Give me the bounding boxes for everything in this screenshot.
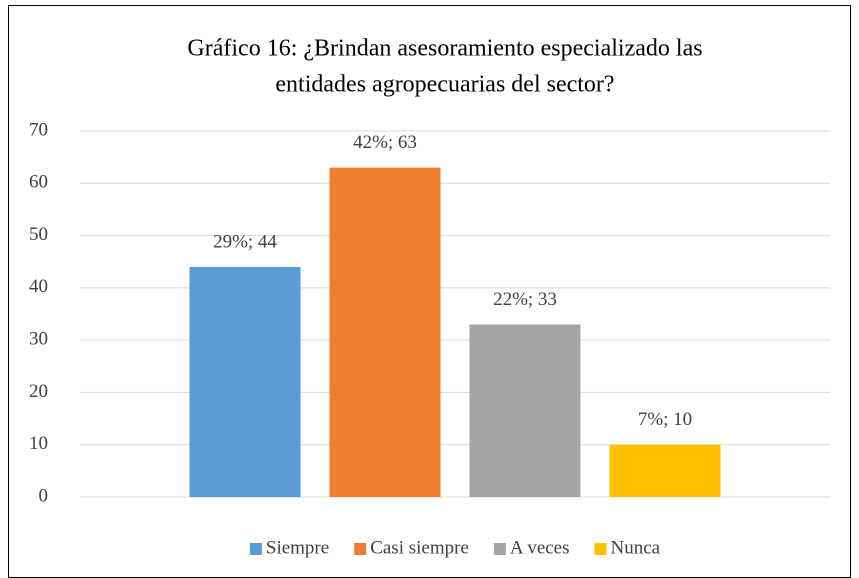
y-tick-label: 0 — [39, 485, 49, 506]
bar — [189, 266, 301, 497]
legend-swatch — [354, 543, 367, 555]
chart-title: Gráfico 16: ¿Brindan asesoramiento espec… — [187, 36, 702, 62]
y-tick-label: 30 — [29, 329, 48, 350]
legend-swatch — [249, 543, 262, 555]
legend-label: Casi siempre — [370, 537, 469, 558]
y-tick-label: 50 — [29, 224, 48, 245]
bar — [609, 444, 721, 497]
y-tick-label: 10 — [29, 433, 48, 454]
y-tick-label: 20 — [29, 381, 48, 402]
bar — [329, 167, 441, 497]
data-label: 29%; 44 — [213, 231, 277, 252]
data-label: 42%; 63 — [353, 132, 417, 153]
y-tick-label: 70 — [29, 119, 48, 140]
data-label: 22%; 33 — [493, 289, 557, 310]
y-tick-label: 60 — [29, 172, 48, 193]
data-label: 7%; 10 — [638, 409, 692, 430]
legend-swatch — [493, 543, 506, 555]
legend-swatch — [594, 543, 607, 555]
legend-label: Nunca — [611, 537, 661, 558]
bar — [469, 324, 581, 497]
legend-label: Siempre — [266, 537, 329, 558]
legend-label: A veces — [510, 537, 570, 558]
y-tick-label: 40 — [29, 276, 48, 297]
chart-title: entidades agropecuarias del sector? — [275, 72, 614, 98]
